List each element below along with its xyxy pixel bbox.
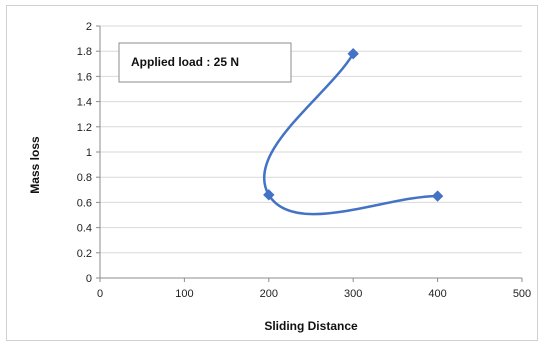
x-tick-label: 0 bbox=[97, 288, 103, 300]
y-axis-title: Mass loss bbox=[28, 136, 42, 194]
y-tick-label: 0.2 bbox=[77, 248, 92, 260]
series-layer bbox=[262, 48, 444, 216]
annotation-text: Applied load : 25 N bbox=[131, 55, 239, 69]
x-tick-label: 100 bbox=[175, 288, 193, 300]
x-tick-label: 200 bbox=[260, 288, 278, 300]
x-tick-label: 500 bbox=[513, 288, 531, 300]
y-tick-label: 1 bbox=[86, 147, 92, 159]
annotation-box bbox=[118, 42, 292, 83]
x-tick-label: 300 bbox=[344, 288, 362, 300]
annotation: Applied load : 25 N bbox=[118, 42, 292, 83]
x-axis-title: Sliding Distance bbox=[264, 319, 358, 333]
y-tick-label: 0.4 bbox=[77, 223, 92, 235]
y-tick-label: 1.8 bbox=[77, 46, 92, 58]
y-tick-label: 0.6 bbox=[77, 197, 92, 209]
y-tick-label: 2 bbox=[86, 21, 92, 33]
data-point-marker bbox=[431, 190, 444, 202]
y-tick-label: 1.4 bbox=[77, 97, 92, 109]
axis-layer: 0 0.2 0.4 0.6 0.8 1 1.2 1.4 1.6 1.8 2 0 100 200 300 400… bbox=[77, 21, 531, 300]
data-point-marker bbox=[347, 48, 359, 60]
data-point-marker bbox=[263, 189, 275, 201]
y-tick-label: 0.8 bbox=[77, 172, 92, 184]
y-tick-label: 0 bbox=[86, 273, 92, 285]
y-tick-label: 1.2 bbox=[77, 122, 92, 134]
x-tick-label: 400 bbox=[428, 288, 446, 300]
y-tick-label: 1.6 bbox=[77, 71, 92, 83]
